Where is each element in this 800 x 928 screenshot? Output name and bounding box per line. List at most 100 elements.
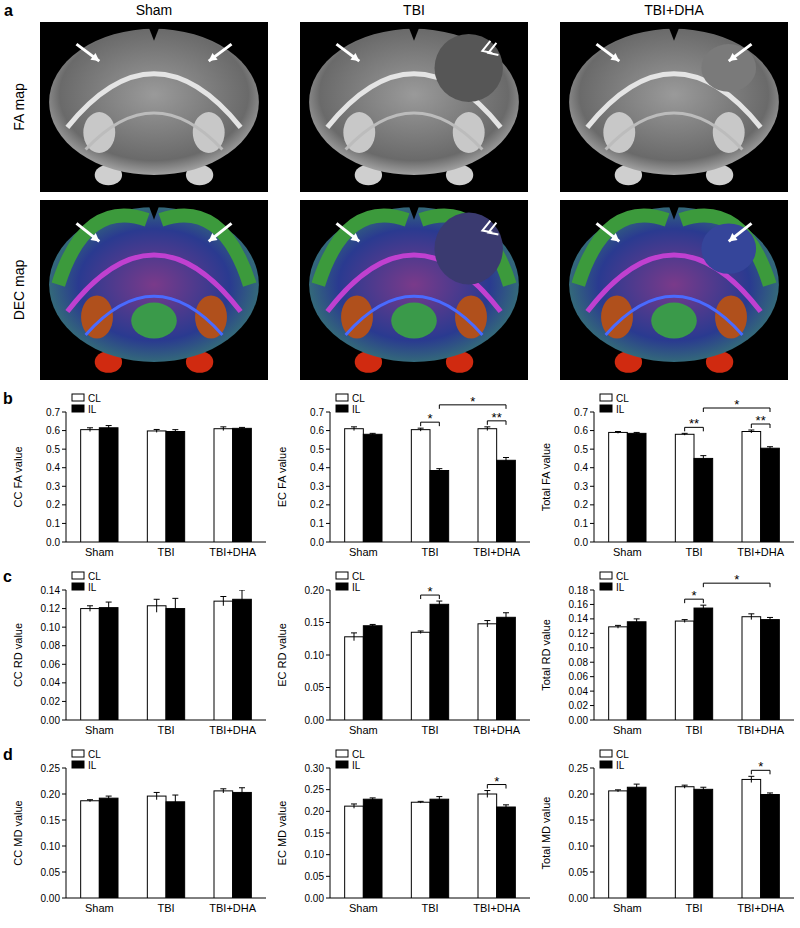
x-tick-label: TBI bbox=[685, 724, 702, 736]
error-bar bbox=[106, 426, 112, 430]
bar bbox=[99, 428, 118, 542]
y-tick bbox=[590, 691, 594, 692]
error-bar bbox=[239, 788, 245, 797]
hippocampus bbox=[86, 113, 223, 150]
y-tick bbox=[590, 412, 594, 413]
significance-label: * bbox=[494, 774, 499, 789]
legend-label: IL bbox=[88, 404, 97, 415]
bar bbox=[411, 430, 430, 542]
x-tick-label: Sham bbox=[613, 902, 642, 914]
y-axis-label: EC FA value bbox=[276, 447, 288, 508]
legend-label: CL bbox=[616, 749, 629, 760]
significance-label: * bbox=[470, 394, 475, 409]
arrow-shaft bbox=[729, 44, 752, 61]
y-tick bbox=[326, 811, 330, 812]
y-tick bbox=[590, 872, 594, 873]
x-tick-label: Sham bbox=[349, 902, 378, 914]
legend-label: CL bbox=[616, 571, 629, 582]
plot-area bbox=[81, 788, 252, 898]
x-tick-label: Sham bbox=[613, 546, 642, 558]
y-tick bbox=[62, 590, 66, 591]
arrow-head bbox=[209, 53, 218, 61]
error-bar bbox=[87, 606, 93, 612]
y-tick bbox=[590, 486, 594, 487]
bar bbox=[345, 806, 364, 898]
x-tick-label: TBI+DHA bbox=[473, 724, 520, 736]
y-tick bbox=[326, 430, 330, 431]
legend-label: IL bbox=[616, 582, 625, 593]
midline-notch bbox=[148, 204, 160, 220]
bar bbox=[233, 428, 252, 542]
bar bbox=[166, 432, 185, 543]
y-tick bbox=[326, 768, 330, 769]
y-axis bbox=[330, 412, 331, 542]
x-tick-label: TBI bbox=[421, 902, 438, 914]
bar bbox=[214, 791, 233, 898]
bar bbox=[81, 801, 100, 898]
error-bar bbox=[700, 787, 706, 791]
bar bbox=[430, 471, 449, 543]
y-tick bbox=[590, 618, 594, 619]
y-tick bbox=[326, 622, 330, 623]
y-tick bbox=[590, 820, 594, 821]
y-tick bbox=[590, 542, 594, 543]
hippocampus bbox=[346, 296, 483, 335]
brain-outline bbox=[309, 207, 519, 362]
column-title: TBI bbox=[403, 2, 425, 18]
error-bar bbox=[767, 447, 773, 450]
row-label: DEC map bbox=[11, 259, 27, 320]
bar bbox=[99, 798, 118, 898]
bar bbox=[147, 796, 166, 898]
y-axis-label: Total RD value bbox=[540, 619, 552, 691]
y-tick bbox=[62, 872, 66, 873]
bar bbox=[430, 604, 449, 720]
y-tick-label: 0.15 bbox=[305, 617, 325, 628]
legend-swatch bbox=[72, 761, 84, 768]
midline-notch bbox=[668, 25, 680, 40]
y-tick-label: 0.1 bbox=[574, 518, 588, 529]
bar bbox=[147, 431, 166, 542]
error-bar bbox=[370, 798, 376, 801]
arrow-outline bbox=[482, 41, 498, 55]
y-tick bbox=[62, 846, 66, 847]
error-bar bbox=[220, 427, 226, 431]
y-tick-label: 0.02 bbox=[569, 700, 589, 711]
brain-image bbox=[300, 22, 528, 192]
error-bar bbox=[106, 602, 112, 613]
y-tick-label: 0.7 bbox=[310, 407, 324, 418]
bar bbox=[99, 608, 118, 720]
bar bbox=[675, 434, 694, 542]
capsule bbox=[715, 295, 747, 338]
y-axis bbox=[594, 590, 595, 720]
error-bar bbox=[700, 605, 706, 611]
legend-swatch bbox=[600, 405, 612, 412]
y-tick-label: 0.10 bbox=[569, 841, 589, 852]
y-tick bbox=[326, 412, 330, 413]
bar bbox=[609, 791, 628, 898]
y-tick-label: 0.1 bbox=[46, 518, 60, 529]
bar bbox=[627, 622, 646, 720]
y-tick-label: 0.6 bbox=[574, 425, 588, 436]
bar-chart: 0.000.020.040.060.080.100.120.140.160.18… bbox=[540, 571, 794, 737]
y-tick bbox=[62, 768, 66, 769]
corpus-callosum bbox=[67, 255, 240, 312]
bar bbox=[627, 787, 646, 898]
y-tick-label: 0.15 bbox=[305, 828, 325, 839]
y-tick bbox=[62, 664, 66, 665]
image-background bbox=[40, 200, 268, 380]
midline-notch bbox=[408, 204, 420, 220]
y-tick bbox=[590, 676, 594, 677]
corpus-callosum bbox=[67, 74, 240, 128]
column-title: Sham bbox=[136, 2, 173, 18]
x-tick-label: Sham bbox=[349, 546, 378, 558]
bar bbox=[694, 458, 713, 542]
x-tick-label: Sham bbox=[349, 724, 378, 736]
bar bbox=[742, 779, 761, 898]
y-tick-label: 0.4 bbox=[574, 462, 588, 473]
y-tick-label: 0.10 bbox=[569, 642, 589, 653]
bar bbox=[742, 432, 761, 543]
y-axis-label: CC MD value bbox=[12, 800, 24, 865]
midline-notch bbox=[668, 204, 680, 220]
legend-label: CL bbox=[352, 571, 365, 582]
legend-swatch bbox=[72, 572, 84, 579]
